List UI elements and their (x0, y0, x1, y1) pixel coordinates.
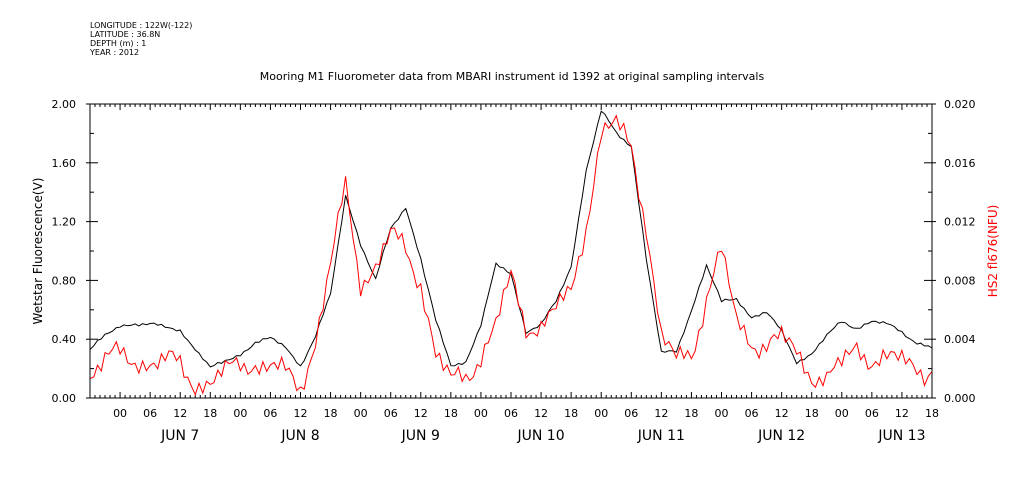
y-tick-label-right: 0.004 (944, 333, 976, 346)
x-hour-label: 18 (684, 407, 698, 420)
year-label: YEAR : 2012 (90, 48, 140, 57)
series-line-wetstar (89, 110, 933, 368)
y-tick-label-left: 2.00 (52, 98, 77, 111)
x-hour-label: 18 (444, 407, 458, 420)
x-hour-label: 00 (594, 407, 608, 420)
x-hour-label: 12 (414, 407, 428, 420)
x-day-label: JUN 12 (757, 428, 805, 444)
x-hour-label: 06 (384, 407, 398, 420)
y-tick-label-left: 0.00 (52, 392, 77, 405)
y-tick-label-left: 0.40 (52, 333, 77, 346)
y-tick-label-left: 1.20 (52, 216, 77, 229)
x-hour-label: 18 (203, 407, 217, 420)
x-hour-label: 12 (895, 407, 909, 420)
x-hour-label: 12 (775, 407, 789, 420)
latitude-label: LATITUDE : 36.8N (90, 30, 161, 39)
longitude-label: LONGITUDE : 122W(-122) (90, 21, 193, 30)
x-hour-label: 18 (925, 407, 939, 420)
x-day-label: JUN 13 (877, 428, 925, 444)
y-axis-label-left: Wetstar Fluorescence(V) (31, 178, 45, 325)
x-hour-label: 00 (835, 407, 849, 420)
x-hour-label: 18 (564, 407, 578, 420)
metadata-block: LONGITUDE : 122W(-122) LATITUDE : 36.8N … (90, 21, 192, 57)
x-hour-label: 06 (263, 407, 277, 420)
series-line-hs2 (89, 114, 933, 396)
chart-title: Mooring M1 Fluorometer data from MBARI i… (260, 70, 765, 83)
x-hour-label: 06 (504, 407, 518, 420)
y-tick-label-right: 0.008 (944, 274, 976, 287)
x-hour-label: 00 (113, 407, 127, 420)
x-hour-label: 12 (173, 407, 187, 420)
x-hour-label: 12 (654, 407, 668, 420)
x-day-label: JUN 8 (280, 428, 319, 444)
y-axis-label-right: HS2 fl676(NFU) (986, 205, 1000, 298)
y-tick-label-left: 1.60 (52, 157, 77, 170)
x-day-label: JUN 11 (637, 428, 685, 444)
x-day-label: JUN 7 (160, 428, 199, 444)
y-tick-label-left: 0.80 (52, 274, 77, 287)
x-hour-label: 06 (745, 407, 759, 420)
y-tick-label-right: 0.000 (944, 392, 976, 405)
x-hour-label: 12 (294, 407, 308, 420)
x-hour-label: 18 (805, 407, 819, 420)
x-hour-label: 00 (474, 407, 488, 420)
x-hour-label: 06 (865, 407, 879, 420)
series-layer (89, 110, 933, 396)
y-tick-label-right: 0.020 (944, 98, 976, 111)
axes-layer (86, 103, 936, 399)
x-hour-label: 06 (624, 407, 638, 420)
x-hour-label: 00 (233, 407, 247, 420)
x-hour-label: 12 (534, 407, 548, 420)
x-hour-label: 18 (324, 407, 338, 420)
plot-frame (89, 103, 933, 399)
x-day-label: JUN 10 (517, 428, 565, 444)
depth-label: DEPTH (m) : 1 (90, 39, 147, 48)
x-hour-label: 06 (143, 407, 157, 420)
labels-layer: 0.00 0.40 0.80 1.20 1.60 2.00 0.000 0.004 0.008 0… (52, 98, 976, 444)
x-day-label: JUN 9 (401, 428, 440, 444)
x-hour-label: 00 (354, 407, 368, 420)
y-tick-label-right: 0.012 (944, 216, 976, 229)
y-tick-label-right: 0.016 (944, 157, 976, 170)
x-hour-label: 00 (715, 407, 729, 420)
